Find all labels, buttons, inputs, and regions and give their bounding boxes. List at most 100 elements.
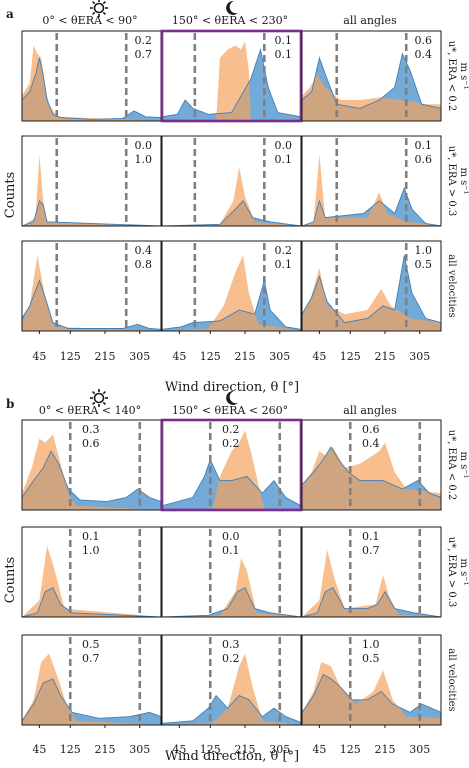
x-tick-label-0: 45 — [32, 350, 46, 363]
series-orange-area — [162, 41, 301, 121]
stat-bottom: 0.7 — [135, 48, 153, 61]
stat-top: 0.4 — [135, 244, 153, 257]
cell-1-1-1: 0.00.1 — [161, 526, 302, 618]
cell-0-1-2: 0.10.6 — [301, 135, 442, 227]
stat-top: 0.0 — [222, 530, 240, 543]
panel-a: a 0° < θERA < 90° 150° < θERA < 230° all… — [6, 7, 397, 27]
cell-0-1-1: 0.00.1 — [161, 135, 302, 227]
cell-frame — [301, 419, 442, 511]
series-orange-area — [302, 662, 441, 725]
x-tick-label-1: 125 — [200, 743, 221, 756]
series-blue-line — [162, 586, 301, 617]
stat-top: 0.2 — [275, 244, 293, 257]
stat-bottom: 1.0 — [135, 153, 153, 166]
series-orange-area — [162, 167, 301, 226]
stat-top: 0.6 — [415, 34, 433, 47]
col-title-b-2: all angles — [343, 404, 397, 417]
series-blue-line — [302, 255, 441, 324]
row-label-main-1-1: u*, ERA > 0.3 — [446, 537, 457, 608]
x-tick-label-0: 45 — [172, 350, 186, 363]
cell-0-0-1: 0.10.1 — [160, 29, 303, 123]
stat-bottom: 0.1 — [275, 48, 293, 61]
cell-1-2-2: 1.00.5 — [301, 634, 442, 726]
stat-top: 0.6 — [362, 423, 380, 436]
col-title-a-1: 150° < θERA < 230° — [172, 14, 288, 27]
series-orange-area — [22, 154, 161, 226]
highlight-frame — [160, 29, 303, 123]
series-orange-area — [162, 653, 301, 725]
highlight-frame — [160, 418, 303, 512]
cell-1-1-0: 0.11.0 — [21, 526, 162, 618]
stat-bottom: 0.8 — [135, 258, 153, 271]
cell-0-1-0: 0.01.0 — [21, 135, 162, 227]
row-label-unit-1-0: m s⁻¹ — [458, 451, 469, 478]
row-label-unit-0-1: m s⁻¹ — [458, 167, 469, 194]
stat-top: 0.1 — [82, 530, 100, 543]
x-tick-label-0: 45 — [32, 743, 46, 756]
stat-bottom: 0.6 — [415, 153, 433, 166]
row-label-unit-0-0: m s⁻¹ — [458, 62, 469, 89]
series-orange-area — [302, 549, 441, 617]
x-tick-label-3: 305 — [129, 350, 150, 363]
stat-top: 1.0 — [415, 244, 433, 257]
series-orange-area — [162, 558, 301, 617]
x-axis-label-b: Wind direction, θ [°] — [165, 749, 299, 764]
cell-frame — [21, 240, 162, 332]
series-orange-area — [22, 255, 161, 331]
sun-icon — [90, 0, 108, 17]
cell-1-2-0: 0.50.7 — [21, 634, 162, 726]
cell-frame — [21, 526, 162, 618]
cell-frame — [161, 526, 302, 618]
x-tick-label-1: 125 — [340, 350, 361, 363]
sun-icon — [90, 389, 108, 407]
series-orange-area — [162, 430, 301, 510]
cell-frame — [161, 240, 302, 332]
x-tick-label-3: 305 — [129, 743, 150, 756]
stat-top: 0.1 — [415, 139, 433, 152]
cell-0-2-0: 0.40.8 — [21, 240, 162, 332]
series-blue-line — [302, 52, 441, 109]
col-title-a-0: 0° < θERA < 90° — [42, 14, 137, 27]
x-tick-label-0: 45 — [312, 743, 326, 756]
series-orange-area — [302, 74, 441, 121]
col-title-b-0: 0° < θERA < 140° — [39, 404, 141, 417]
panel-letter-a: a — [6, 7, 14, 21]
row-label-main-0-0: u*, ERA < 0.2 — [446, 41, 457, 112]
x-tick-label-1: 125 — [200, 350, 221, 363]
series-blue-area — [162, 280, 301, 331]
series-blue-line — [22, 279, 161, 330]
stat-top: 0.5 — [82, 638, 100, 651]
x-tick-label-3: 305 — [269, 350, 290, 363]
cell-frame — [21, 634, 162, 726]
cell-frame — [301, 634, 442, 726]
series-blue-line — [162, 280, 301, 330]
x-tick-label-3: 305 — [269, 743, 290, 756]
series-blue-line — [22, 199, 161, 226]
x-tick-label-2: 215 — [95, 350, 116, 363]
stat-bottom: 0.4 — [415, 48, 433, 61]
cell-frame — [21, 135, 162, 227]
panel-b: b 0° < θERA < 140° 150° < θERA < 260° al… — [6, 397, 397, 417]
series-orange-area — [302, 154, 441, 226]
y-axis-label-a: Counts — [3, 172, 18, 218]
series-orange-area — [302, 442, 441, 510]
series-blue-line — [22, 586, 161, 617]
stat-bottom: 0.5 — [362, 652, 380, 665]
x-tick-label-3: 305 — [409, 743, 430, 756]
stat-bottom: 0.4 — [362, 437, 380, 450]
x-tick-label-1: 125 — [340, 743, 361, 756]
stat-bottom: 0.7 — [362, 544, 380, 557]
stat-top: 0.2 — [135, 34, 153, 47]
x-tick-label-2: 215 — [235, 743, 256, 756]
cell-1-0-1: 0.20.2 — [160, 418, 303, 512]
col-title-a-2: all angles — [343, 14, 397, 27]
stat-top: 0.3 — [222, 638, 240, 651]
cell-1-2-1: 0.30.2 — [161, 634, 302, 726]
stat-top: 0.2 — [222, 423, 240, 436]
cell-1-0-2: 0.60.4 — [301, 419, 442, 511]
col-title-b-1: 150° < θERA < 260° — [172, 404, 288, 417]
stat-top: 1.0 — [362, 638, 380, 651]
x-tick-label-2: 215 — [375, 350, 396, 363]
cell-0-2-1: 0.20.1 — [161, 240, 302, 332]
